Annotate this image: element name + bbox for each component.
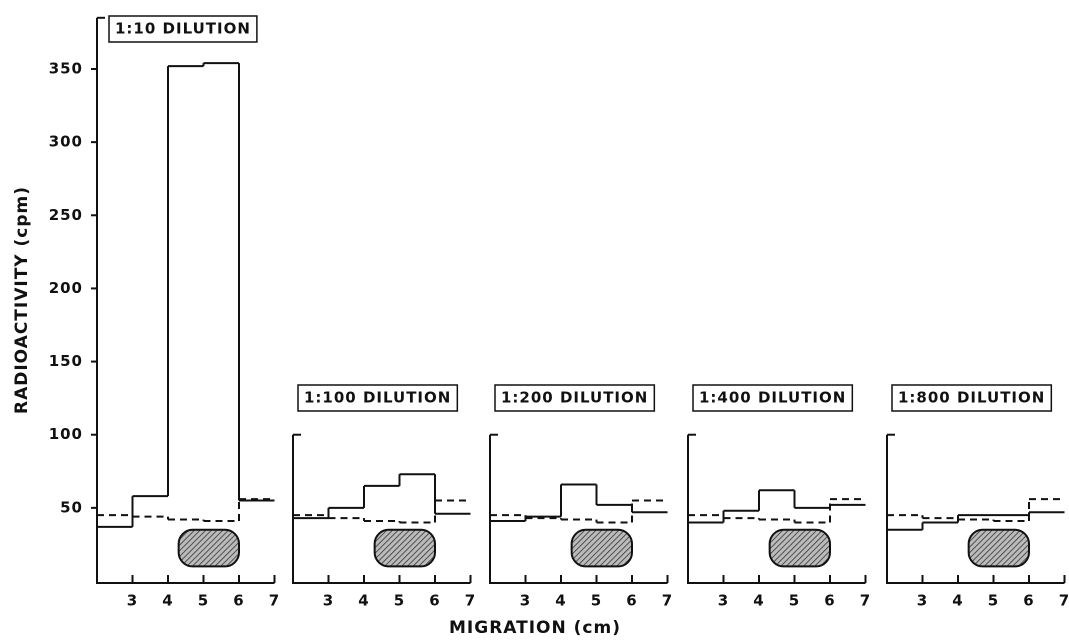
x-tick-label: 6 [626,592,637,610]
title-box [692,384,854,412]
title-box [494,384,656,412]
x-tick-label: 4 [162,592,173,610]
x-tick-label: 4 [555,592,566,610]
gel-spot [570,528,634,568]
y-tick-label: 250 [49,206,83,224]
x-tick-label: 7 [860,592,871,610]
x-tick-label: 7 [269,592,280,610]
x-tick-label: 6 [429,592,440,610]
y-tick-label: 350 [49,60,83,78]
x-tick-label: 7 [465,592,476,610]
x-tick-label: 3 [127,592,138,610]
x-tick-label: 7 [662,592,673,610]
title-box [108,15,258,43]
y-tick-label: 150 [49,352,83,370]
x-tick-label: 4 [753,592,764,610]
y-tick-label: 100 [49,425,83,443]
gel-spot [177,528,240,568]
gel-spot [373,528,436,568]
panel-title: 1:800 DILUTION [898,389,1045,407]
y-tick-label: 200 [49,279,83,297]
panel-title: 1:100 DILUTION [304,389,451,407]
gel-spot [768,528,832,568]
gel-spot [967,528,1031,568]
x-tick-label: 3 [718,592,729,610]
x-tick-label: 4 [952,592,963,610]
x-tick-label: 6 [1023,592,1034,610]
x-tick-label: 5 [789,592,800,610]
x-tick-label: 5 [198,592,209,610]
x-tick-label: 5 [394,592,405,610]
x-tick-label: 5 [591,592,602,610]
x-tick-label: 5 [988,592,999,610]
x-tick-label: 3 [323,592,334,610]
y-axis-label: RADIOACTIVITY (cpm) [12,186,32,414]
y-tick-label: 300 [49,133,83,151]
x-tick-label: 3 [520,592,531,610]
x-tick-label: 7 [1059,592,1069,610]
title-box [297,384,459,412]
y-tick-label: 50 [60,498,83,516]
panel-title: 1:10 DILUTION [115,20,251,38]
x-tick-label: 3 [917,592,928,610]
panel-title: 1:200 DILUTION [501,389,648,407]
x-tick-label: 6 [824,592,835,610]
x-tick-label: 4 [358,592,369,610]
title-box [891,384,1053,412]
x-axis-label: MIGRATION (cm) [449,618,621,638]
x-tick-label: 6 [233,592,244,610]
panel-title: 1:400 DILUTION [699,389,846,407]
